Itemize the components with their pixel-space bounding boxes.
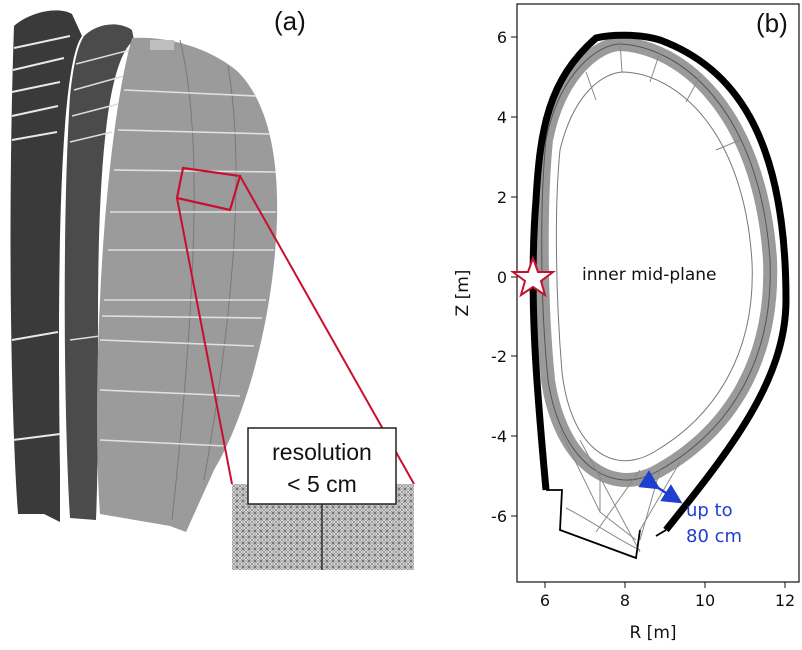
panel-b: 6 4 2 0 -2 -4 -6 Z [m] 6 8 10 12 R [m] (… xyxy=(453,3,800,643)
resolution-label-box xyxy=(247,427,397,505)
zoom-line-left xyxy=(176,197,233,485)
dark-module-2-seams xyxy=(69,49,131,341)
light-wall-module xyxy=(97,37,278,533)
dark-module-seams xyxy=(11,35,71,441)
y-tick-label-2: 2 xyxy=(497,188,507,207)
highlight-box xyxy=(175,166,242,212)
y-tick-label-m6: -6 xyxy=(491,507,507,526)
x-tick-label-12: 12 xyxy=(775,591,795,610)
y-tick-label-0: 0 xyxy=(497,268,507,287)
gap-annotation-line1: up to xyxy=(686,500,733,521)
dark-wall-module-2 xyxy=(64,24,134,521)
x-axis: 6 8 10 12 R [m] xyxy=(540,582,795,643)
panel-b-label: (b) xyxy=(756,8,788,38)
x-tick-label-10: 10 xyxy=(695,591,715,610)
x-tick-label-8: 8 xyxy=(620,591,630,610)
gap-annotation-line2: 80 cm xyxy=(686,526,742,547)
module-top-cap xyxy=(150,40,174,50)
midplane-annotation: inner mid-plane xyxy=(582,265,717,285)
resolution-label-line2: < 5 cm xyxy=(287,471,357,497)
plasma-mesh xyxy=(534,36,778,553)
y-tick-label-m4: -4 xyxy=(491,427,507,446)
y-tick-label-4: 4 xyxy=(497,108,507,127)
plot-frame xyxy=(516,3,800,583)
y-axis-title: Z [m] xyxy=(453,270,473,317)
divertor-floor xyxy=(546,489,667,560)
x-axis-title: R [m] xyxy=(629,623,676,643)
y-axis: 6 4 2 0 -2 -4 -6 Z [m] xyxy=(453,28,517,526)
resolution-label-line1: resolution xyxy=(272,439,372,465)
y-tick-label-m2: -2 xyxy=(491,347,507,366)
panel-a: (a) xyxy=(10,6,415,570)
dark-wall-module xyxy=(10,10,82,522)
gap-arrow xyxy=(638,470,683,504)
x-tick-label-6: 6 xyxy=(540,591,550,610)
light-module-seams xyxy=(99,89,277,447)
inner-midplane-star xyxy=(510,255,556,298)
panel-a-label: (a) xyxy=(274,6,306,36)
y-tick-label-6: 6 xyxy=(497,28,507,47)
